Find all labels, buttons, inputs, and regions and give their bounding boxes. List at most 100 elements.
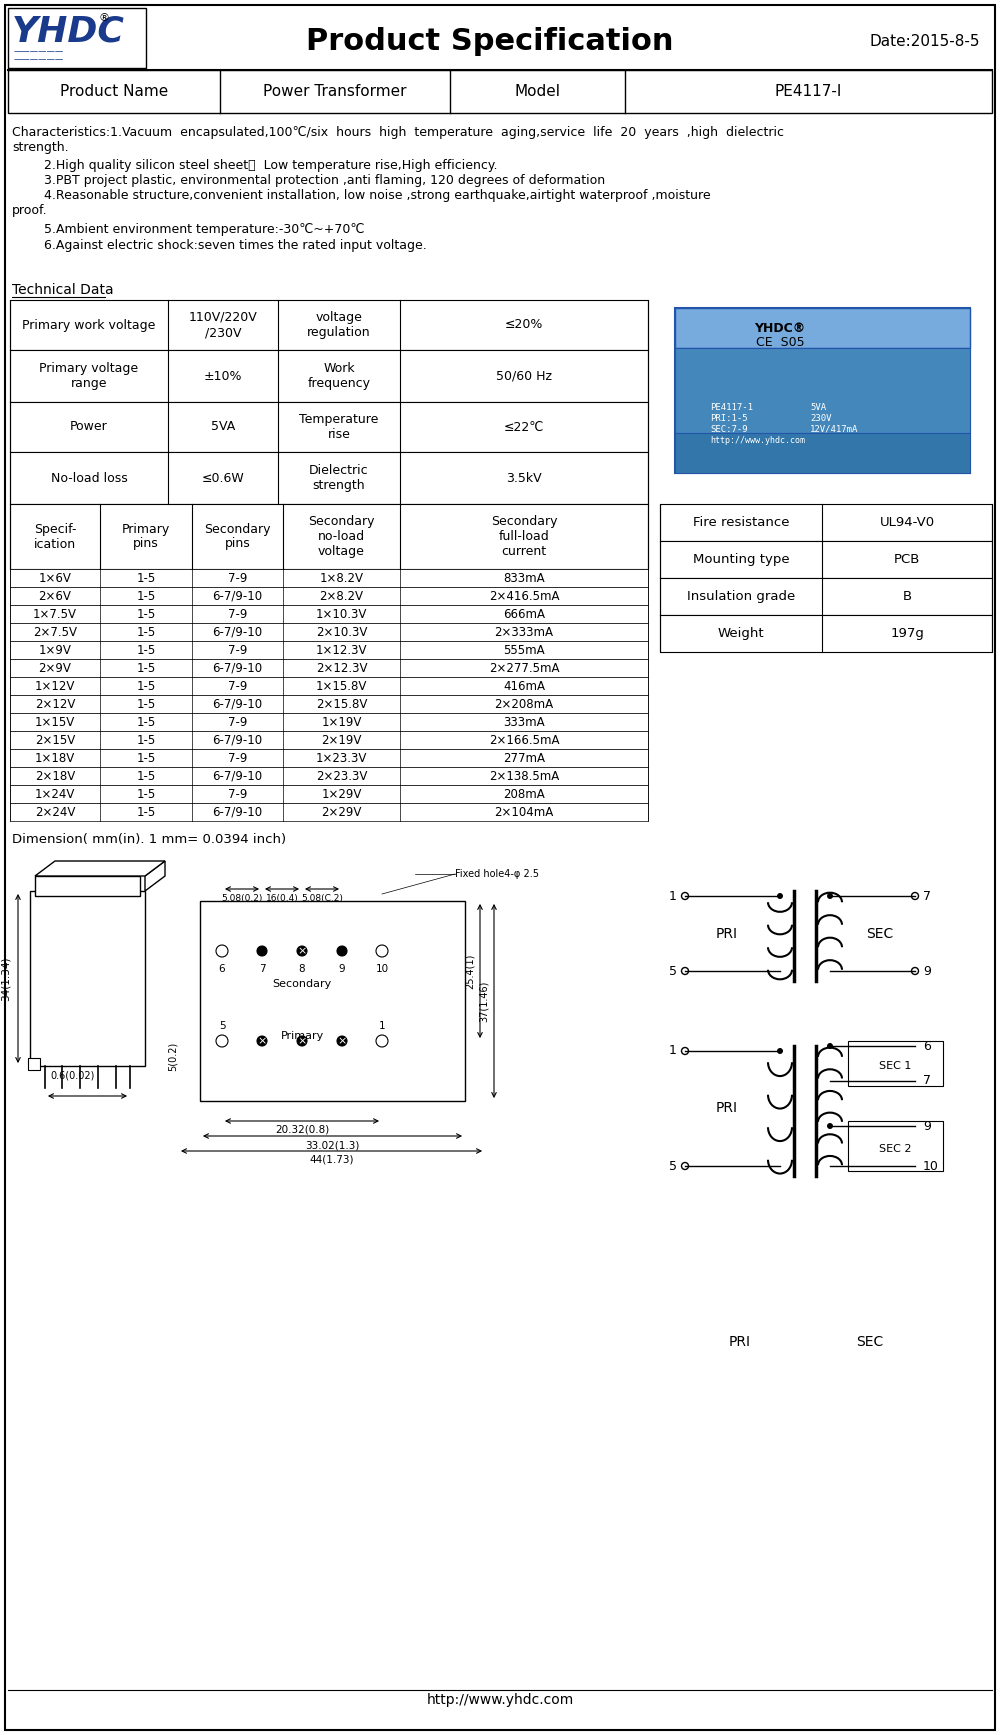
Bar xyxy=(10,803,648,821)
Text: Fixed hole4-φ 2.5: Fixed hole4-φ 2.5 xyxy=(455,869,539,880)
Bar xyxy=(10,453,648,503)
Text: 25.4(1): 25.4(1) xyxy=(465,953,475,989)
Text: 2×15V: 2×15V xyxy=(35,734,75,746)
Text: 1×12V: 1×12V xyxy=(35,680,75,692)
Text: 2×416.5mA: 2×416.5mA xyxy=(489,590,559,602)
Text: 1×15.8V: 1×15.8V xyxy=(316,680,367,692)
Text: 6.Against electric shock:seven times the rated input voltage.: 6.Against electric shock:seven times the… xyxy=(12,238,427,252)
Text: 5.08(C.2): 5.08(C.2) xyxy=(301,895,343,904)
Text: SEC: SEC xyxy=(866,926,894,940)
Bar xyxy=(10,640,648,659)
Bar xyxy=(10,677,648,696)
Text: 1-5: 1-5 xyxy=(136,788,156,800)
Text: SEC: SEC xyxy=(856,1334,884,1348)
Text: strength.: strength. xyxy=(12,141,69,154)
Text: Secondary
full-load
current: Secondary full-load current xyxy=(491,515,557,559)
Circle shape xyxy=(777,894,783,899)
Bar xyxy=(10,750,648,767)
Bar xyxy=(30,892,145,1065)
Text: SEC 1: SEC 1 xyxy=(879,1062,911,1070)
Bar xyxy=(10,606,648,623)
Text: http://www.yhdc.com: http://www.yhdc.com xyxy=(426,1693,574,1707)
Bar xyxy=(675,309,970,474)
Text: Work
frequency: Work frequency xyxy=(308,363,370,390)
Text: SEC 2: SEC 2 xyxy=(879,1143,911,1154)
Circle shape xyxy=(337,1036,347,1046)
Text: 1-5: 1-5 xyxy=(136,697,156,711)
Text: 7: 7 xyxy=(923,1074,931,1088)
Text: proof.: proof. xyxy=(12,205,48,217)
Text: 277mA: 277mA xyxy=(503,751,545,765)
Text: ×: × xyxy=(297,1036,307,1046)
Text: 16(0.4): 16(0.4) xyxy=(266,895,298,904)
Text: 6-7/9-10: 6-7/9-10 xyxy=(212,734,263,746)
Bar xyxy=(10,300,648,350)
Text: 555mA: 555mA xyxy=(503,644,545,656)
Circle shape xyxy=(827,894,833,899)
Bar xyxy=(8,69,992,113)
Text: 1×6V: 1×6V xyxy=(39,571,71,585)
Text: 44(1.73): 44(1.73) xyxy=(309,1156,354,1164)
Text: ——————: —————— xyxy=(14,47,64,57)
Bar xyxy=(10,730,648,750)
Text: voltage
regulation: voltage regulation xyxy=(307,311,371,338)
Text: 6-7/9-10: 6-7/9-10 xyxy=(212,626,263,638)
Bar xyxy=(28,1058,40,1070)
Text: 8: 8 xyxy=(299,965,305,973)
Text: 1×9V: 1×9V xyxy=(39,644,71,656)
Text: Primary voltage
range: Primary voltage range xyxy=(39,363,139,390)
Text: 1-5: 1-5 xyxy=(136,680,156,692)
Text: ≤0.6W: ≤0.6W xyxy=(202,472,244,484)
Text: PRI:1-5: PRI:1-5 xyxy=(710,415,748,423)
Text: Model: Model xyxy=(514,83,560,99)
Text: 9: 9 xyxy=(339,965,345,973)
Text: 110V/220V
/230V: 110V/220V /230V xyxy=(189,311,257,338)
Text: 1×18V: 1×18V xyxy=(35,751,75,765)
Text: 7-9: 7-9 xyxy=(228,644,247,656)
Text: 833mA: 833mA xyxy=(503,571,545,585)
Bar xyxy=(660,578,992,614)
Text: UL94-V0: UL94-V0 xyxy=(879,515,935,529)
Text: Date:2015-8-5: Date:2015-8-5 xyxy=(870,35,980,50)
Text: YHDC: YHDC xyxy=(12,16,125,49)
Text: 2×29V: 2×29V xyxy=(321,805,362,819)
Text: SEC:7-9: SEC:7-9 xyxy=(710,425,748,434)
Text: 333mA: 333mA xyxy=(503,715,545,729)
Text: 230V: 230V xyxy=(810,415,832,423)
Text: PCB: PCB xyxy=(894,553,920,566)
Text: ≤20%: ≤20% xyxy=(505,319,543,331)
Text: 10: 10 xyxy=(923,1159,939,1173)
Text: 1: 1 xyxy=(379,1020,385,1031)
Circle shape xyxy=(827,1123,833,1129)
Circle shape xyxy=(337,946,347,956)
Text: 1-5: 1-5 xyxy=(136,715,156,729)
Text: 2×166.5mA: 2×166.5mA xyxy=(489,734,559,746)
Text: 20.32(0.8): 20.32(0.8) xyxy=(275,1124,329,1135)
Text: Power: Power xyxy=(70,420,108,434)
Polygon shape xyxy=(35,861,165,876)
Bar xyxy=(10,586,648,606)
Text: ®: ® xyxy=(98,12,109,23)
Text: ×: × xyxy=(257,1036,267,1046)
Text: 2×10.3V: 2×10.3V xyxy=(316,626,367,638)
Text: 1: 1 xyxy=(669,1044,677,1058)
Text: Secondary: Secondary xyxy=(272,979,332,989)
Text: 1×10.3V: 1×10.3V xyxy=(316,607,367,621)
Text: 2×15.8V: 2×15.8V xyxy=(316,697,367,711)
Text: 1×15V: 1×15V xyxy=(35,715,75,729)
Text: ≤22℃: ≤22℃ xyxy=(504,420,544,434)
Text: 1-5: 1-5 xyxy=(136,644,156,656)
Text: Fire resistance: Fire resistance xyxy=(693,515,789,529)
Text: Temperature
rise: Temperature rise xyxy=(299,413,379,441)
Text: Dielectric
strength: Dielectric strength xyxy=(309,463,369,493)
Bar xyxy=(10,403,648,453)
Text: Insulation grade: Insulation grade xyxy=(687,590,795,604)
Text: 1×23.3V: 1×23.3V xyxy=(316,751,367,765)
Circle shape xyxy=(257,946,267,956)
Text: 5: 5 xyxy=(219,1020,225,1031)
Text: 208mA: 208mA xyxy=(503,788,545,800)
Bar xyxy=(675,434,970,474)
Text: 6: 6 xyxy=(219,965,225,973)
Text: PE4117-1: PE4117-1 xyxy=(710,403,753,411)
Text: 5VA: 5VA xyxy=(810,403,826,411)
